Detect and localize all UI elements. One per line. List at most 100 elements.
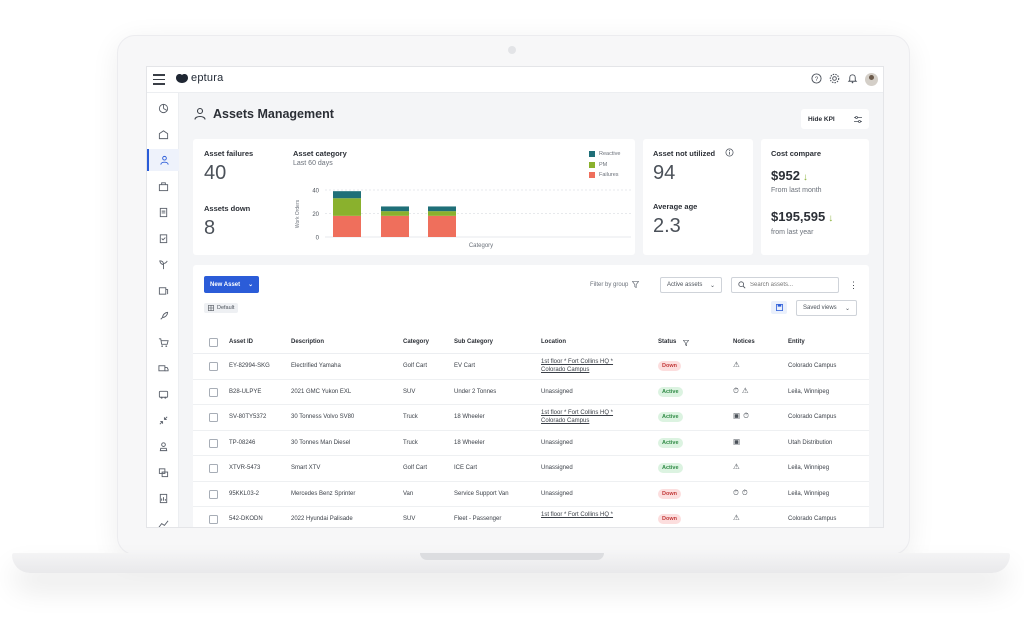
- bar-segment-reactive: [381, 206, 409, 212]
- col-description[interactable]: Description: [291, 339, 325, 345]
- info-icon[interactable]: [725, 148, 734, 157]
- warning-icon[interactable]: ⚠: [741, 385, 749, 395]
- sidebar-item-reports[interactable]: [147, 487, 179, 509]
- toolbox-icon[interactable]: ▣: [733, 411, 741, 420]
- col-entity[interactable]: Entity: [788, 339, 805, 345]
- col-status[interactable]: Status: [658, 339, 677, 345]
- table-row[interactable]: 542-DKODN 2022 Hyundai Palisade SUV Fleet -…: [193, 507, 869, 527]
- row-checkbox[interactable]: [209, 387, 218, 397]
- assets-table-panel: New Asset ⌄ Filter by group Active assets…: [193, 265, 869, 527]
- cell-asset-id[interactable]: EY-82994-SKG: [229, 363, 270, 369]
- search-input[interactable]: [750, 282, 836, 288]
- cell-asset-id[interactable]: B28-ULPYE: [229, 388, 262, 395]
- help-icon[interactable]: ?: [810, 73, 823, 86]
- sidebar-item-documents[interactable]: [147, 201, 179, 223]
- select-all-checkbox[interactable]: [209, 338, 218, 347]
- timer-icon[interactable]: ⏱: [741, 487, 748, 497]
- cell-asset-id[interactable]: SV-80TY5372: [229, 414, 267, 420]
- y-axis-label: Work Orders: [295, 199, 301, 228]
- cell-location-campus-link[interactable]: Colorado Campus: [541, 367, 590, 373]
- eptura-logo[interactable]: eptura: [175, 72, 223, 84]
- sidebar-item-work-orders[interactable]: [147, 279, 179, 301]
- sidebar-item-purchasing[interactable]: [147, 331, 179, 353]
- sidebar-item-collapse[interactable]: [147, 409, 179, 431]
- timer-icon[interactable]: ⏱: [743, 411, 749, 420]
- row-checkbox[interactable]: [209, 464, 218, 473]
- row-checkbox[interactable]: [209, 413, 218, 422]
- settings-icon[interactable]: [828, 73, 841, 86]
- legend-item-pm: PM: [589, 160, 620, 171]
- cost-month-sub: From last month: [771, 187, 822, 194]
- table-row[interactable]: B28-ULPYE 2021 GMC Yukon EXL SUV Under 2 To…: [193, 380, 869, 405]
- warning-icon[interactable]: ⚠: [733, 360, 740, 369]
- sidebar-item-projects[interactable]: [147, 305, 179, 327]
- timer-icon[interactable]: ⏱: [733, 385, 739, 395]
- table-row[interactable]: EY-82994-SKG Electrified Yamaha Golf Cart E…: [193, 354, 869, 380]
- filter-by-group[interactable]: Filter by group: [590, 281, 640, 288]
- cost-year-value-row: $195,595 ↓: [771, 209, 833, 224]
- sidebar-item-checklists[interactable]: [147, 227, 179, 249]
- cell-description: Mercedes Benz Sprinter: [291, 490, 356, 497]
- sidebar-item-inventory[interactable]: [147, 175, 179, 197]
- cell-location-link[interactable]: 1st floor * Fort Collins HQ *: [541, 359, 614, 365]
- row-checkbox[interactable]: [209, 362, 218, 371]
- sidebar-item-fleet[interactable]: [147, 357, 179, 379]
- col-notices[interactable]: Notices: [733, 339, 755, 345]
- search-input-wrapper[interactable]: [731, 277, 839, 293]
- table-row[interactable]: XTVR-5473 Smart XTV Golf Cart ICE Cart Unass…: [193, 456, 869, 482]
- cell-asset-id[interactable]: 95KKL03-2: [229, 490, 260, 497]
- col-location[interactable]: Location: [541, 339, 566, 345]
- warning-icon[interactable]: ⚠: [733, 462, 740, 471]
- bar-segment-pm: [333, 198, 361, 216]
- cell-location-link[interactable]: 1st floor * Fort Collins HQ *: [541, 410, 614, 416]
- filter-icon[interactable]: [683, 340, 689, 346]
- row-checkbox[interactable]: [209, 438, 218, 448]
- hide-kpi-button[interactable]: Hide KPI: [801, 109, 869, 129]
- sidebar-item-vehicles[interactable]: [147, 383, 179, 405]
- table-row[interactable]: TP-08246 30 Tonnes Man Diesel Truck 18 Whee…: [193, 431, 869, 456]
- menu-icon[interactable]: [153, 74, 165, 85]
- new-asset-button[interactable]: New Asset ⌄: [204, 276, 259, 293]
- sidebar-item-assets-management[interactable]: [147, 149, 179, 171]
- sidebar-item-contacts[interactable]: [147, 435, 179, 457]
- notices-cell: ⚠: [733, 462, 740, 471]
- cell-location-link[interactable]: 1st floor * Fort Collins HQ *: [541, 512, 614, 518]
- col-sub-category[interactable]: Sub Category: [454, 339, 494, 345]
- bell-icon[interactable]: [846, 73, 859, 86]
- app-screen: eptura ?: [146, 66, 884, 528]
- row-checkbox[interactable]: [209, 515, 218, 524]
- sidebar-item-dashboard[interactable]: [147, 97, 179, 119]
- cell-location-campus-link[interactable]: Colorado Campus: [541, 418, 590, 424]
- saved-views-select[interactable]: Saved views ⌄: [796, 300, 857, 316]
- cell-asset-id[interactable]: XTVR-5473: [229, 465, 261, 471]
- warning-icon[interactable]: ⚠: [733, 513, 740, 522]
- save-view-button[interactable]: [771, 301, 787, 314]
- cost-month-value-row: $952 ↓: [771, 168, 808, 183]
- sidebar-item-people[interactable]: [147, 461, 179, 483]
- sidebar-item-plants[interactable]: [147, 253, 179, 275]
- x-axis-label: Category: [469, 243, 493, 249]
- more-options-icon[interactable]: ⋮: [849, 280, 858, 290]
- toolbox-icon[interactable]: ▣: [733, 436, 741, 446]
- col-category[interactable]: Category: [403, 339, 430, 345]
- cost-month-value: $952: [771, 168, 800, 183]
- cell-location: Unassigned: [541, 439, 573, 446]
- cell-location: Unassigned: [541, 388, 573, 395]
- chart-title: Asset category: [293, 149, 347, 158]
- table-row[interactable]: SV-80TY5372 30 Tonness Volvo SV80 Truck 18 …: [193, 405, 869, 431]
- cell-asset-id[interactable]: TP-08246: [229, 439, 256, 446]
- assets-management-icon: [159, 155, 169, 165]
- table-row[interactable]: 95KKL03-2 Mercedes Benz Sprinter Van Servic…: [193, 482, 869, 507]
- saved-views-value: Saved views: [803, 305, 837, 311]
- status-badge: Active: [658, 386, 683, 397]
- avatar[interactable]: [865, 73, 878, 86]
- default-view-chip[interactable]: Default: [204, 303, 239, 313]
- sidebar-item-analytics[interactable]: [147, 513, 179, 527]
- col-asset-id[interactable]: Asset ID: [229, 339, 254, 345]
- cell-asset-id[interactable]: 542-DKODN: [229, 516, 263, 522]
- hide-kpi-label: Hide KPI: [808, 115, 835, 123]
- sidebar-item-buildings[interactable]: [147, 123, 179, 145]
- active-assets-select[interactable]: Active assets ⌄: [660, 277, 722, 293]
- row-checkbox[interactable]: [209, 489, 218, 499]
- timer-icon[interactable]: ⏱: [733, 487, 739, 497]
